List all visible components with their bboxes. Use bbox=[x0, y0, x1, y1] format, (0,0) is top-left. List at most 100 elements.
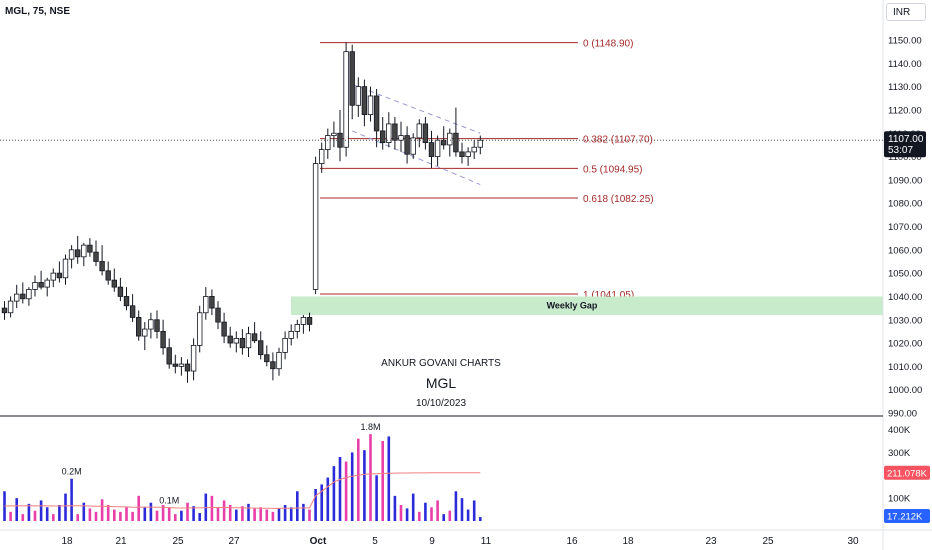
gap-zone-label: Weekly Gap bbox=[547, 300, 598, 310]
volume-bar bbox=[228, 505, 232, 521]
fibonacci-retracement[interactable]: 0 (1148.90) 0.382 (1107.70) 0.5 (1094.95) 0… bbox=[320, 39, 654, 301]
price-tick-label: 1120.00 bbox=[888, 105, 922, 116]
price-tick-label: 1010.00 bbox=[888, 362, 922, 373]
volume-bar bbox=[216, 507, 220, 521]
volume-annotation: 1.8M bbox=[360, 422, 380, 432]
volume-bar bbox=[479, 517, 482, 521]
volume-bar bbox=[289, 507, 293, 521]
time-tick-label: 30 bbox=[847, 536, 859, 547]
volume-bar bbox=[399, 505, 403, 521]
candle-body bbox=[117, 286, 124, 297]
volume-bar bbox=[27, 503, 31, 521]
candle-body bbox=[1, 307, 8, 314]
volume-tick-label: 100K bbox=[888, 494, 911, 505]
candle-body bbox=[355, 86, 361, 106]
candle-body bbox=[38, 282, 44, 288]
volume-bar bbox=[448, 510, 452, 521]
volume-bar bbox=[369, 434, 372, 521]
candle-body bbox=[68, 249, 75, 260]
price-tick-label: 990.00 bbox=[888, 409, 917, 420]
candle-body bbox=[270, 361, 276, 370]
candle-body bbox=[477, 139, 483, 148]
volume-bar bbox=[411, 493, 415, 521]
volume-bar bbox=[259, 507, 262, 521]
candle-body bbox=[367, 95, 374, 115]
volume-bar bbox=[350, 452, 354, 521]
candle-body bbox=[386, 123, 392, 143]
descending-channel[interactable] bbox=[352, 83, 481, 185]
volume-bar bbox=[454, 491, 458, 521]
channel-upper-line bbox=[352, 83, 481, 134]
volume-annotation: 0.1M bbox=[159, 495, 179, 505]
volume-bar bbox=[58, 505, 61, 521]
price-tick-label: 1090.00 bbox=[888, 175, 922, 186]
volume-bar bbox=[210, 495, 214, 521]
time-tick-label: 16 bbox=[566, 536, 578, 547]
volume-bar bbox=[106, 505, 110, 521]
time-tick-label: Oct bbox=[310, 536, 327, 547]
time-tick-label: 18 bbox=[61, 536, 73, 547]
candle-body bbox=[178, 363, 185, 367]
volume-bar bbox=[363, 450, 366, 521]
volume-bar bbox=[338, 457, 342, 521]
price-tick-label: 1150.00 bbox=[888, 36, 922, 47]
volume-bar bbox=[442, 514, 445, 521]
watermark-author: ANKUR GOVANI CHARTS bbox=[381, 358, 501, 369]
volume-bar bbox=[265, 509, 269, 521]
volume-bar bbox=[235, 509, 238, 521]
volume-ma-line bbox=[4, 472, 481, 509]
volume-bar bbox=[180, 510, 183, 521]
candle-body bbox=[233, 337, 239, 344]
volume-bar bbox=[76, 514, 79, 521]
candle-body bbox=[422, 123, 429, 143]
candle-body bbox=[166, 347, 172, 365]
volume-bar bbox=[472, 500, 476, 521]
candle-body bbox=[251, 333, 258, 342]
candle-body bbox=[361, 86, 368, 116]
price-tick-label: 1050.00 bbox=[888, 269, 922, 280]
volume-bar bbox=[241, 506, 244, 521]
current-price-value: 1107.00 bbox=[888, 134, 924, 145]
time-tick-label: 9 bbox=[429, 536, 435, 547]
candle-body bbox=[465, 151, 471, 157]
price-tick-label: 1030.00 bbox=[888, 315, 922, 326]
volume-bar bbox=[326, 477, 330, 521]
volume-bar bbox=[186, 502, 189, 521]
volume-bar bbox=[405, 508, 409, 521]
volume-bar bbox=[39, 500, 43, 521]
candle-body bbox=[32, 282, 38, 290]
current-price-countdown: 53:07 bbox=[888, 145, 913, 156]
candle-body bbox=[81, 244, 87, 258]
fib-level-label: 0.618 (1082.25) bbox=[583, 194, 654, 205]
candle-body bbox=[294, 324, 300, 332]
volume-bar bbox=[296, 491, 299, 521]
candle-body bbox=[300, 317, 307, 325]
last-volume-tag bbox=[884, 509, 930, 523]
volume-bar bbox=[314, 489, 317, 521]
price-tick-label: 1070.00 bbox=[888, 222, 922, 233]
currency-selector[interactable]: INR bbox=[886, 3, 926, 21]
candle-body bbox=[56, 272, 63, 279]
volume-series: 0.2M 0.1M 1.8M bbox=[3, 422, 482, 521]
candle-body bbox=[190, 344, 197, 372]
candle-body bbox=[20, 293, 26, 300]
candle-body bbox=[209, 296, 215, 309]
volume-bar bbox=[424, 502, 427, 521]
candle-body bbox=[93, 251, 99, 262]
price-tick-label: 1060.00 bbox=[888, 245, 922, 256]
volume-bar bbox=[308, 509, 311, 521]
symbol-title[interactable]: MGL, 75, NSE bbox=[5, 6, 71, 17]
volume-bar bbox=[82, 502, 86, 521]
fib-level-label: 1 (1041.05) bbox=[583, 290, 634, 301]
candle-body bbox=[154, 319, 160, 332]
candle-body bbox=[62, 258, 69, 279]
weekly-gap-zone[interactable]: Weekly Gap bbox=[291, 296, 883, 316]
candle-body bbox=[203, 296, 209, 314]
volume-bar bbox=[320, 484, 323, 521]
candle-body bbox=[318, 149, 325, 164]
volume-bar bbox=[155, 510, 159, 521]
candle-body bbox=[172, 363, 178, 367]
time-tick-label: 21 bbox=[115, 536, 127, 547]
